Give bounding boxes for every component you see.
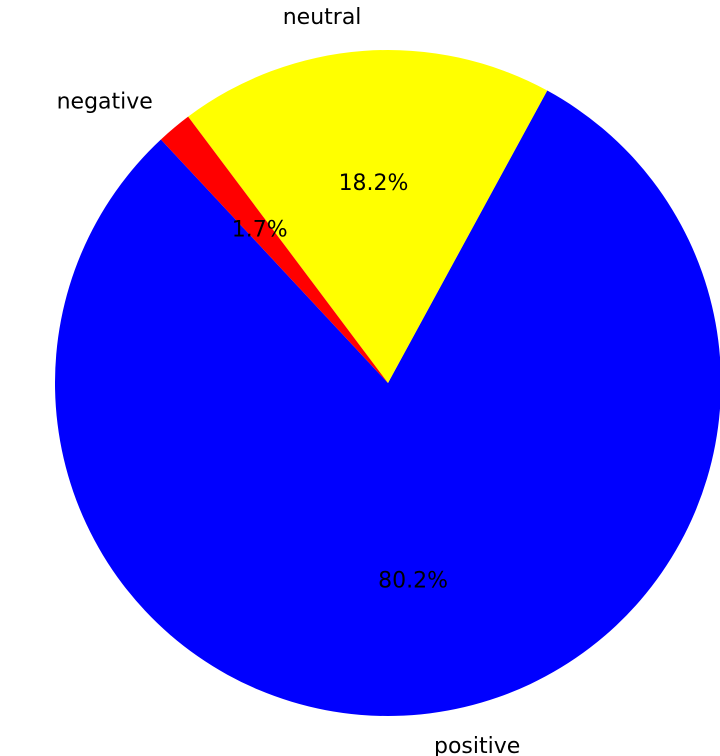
pie-slices <box>55 49 720 716</box>
pie-labels: positive 80.2% neutral 18.2% negative 1.7% <box>57 5 521 756</box>
pie-slice-negative <box>160 116 388 384</box>
pie-value-label-neutral: 18.2% <box>339 171 409 196</box>
pie-value-label-negative: 1.7% <box>232 217 288 242</box>
pie-value-label-positive: 80.2% <box>378 569 448 594</box>
pie-label-positive: positive <box>434 734 520 756</box>
pie-label-negative: negative <box>57 90 153 115</box>
pie-label-neutral: neutral <box>283 5 362 30</box>
pie-slice-neutral <box>188 49 548 383</box>
pie-slice-positive <box>55 90 720 716</box>
